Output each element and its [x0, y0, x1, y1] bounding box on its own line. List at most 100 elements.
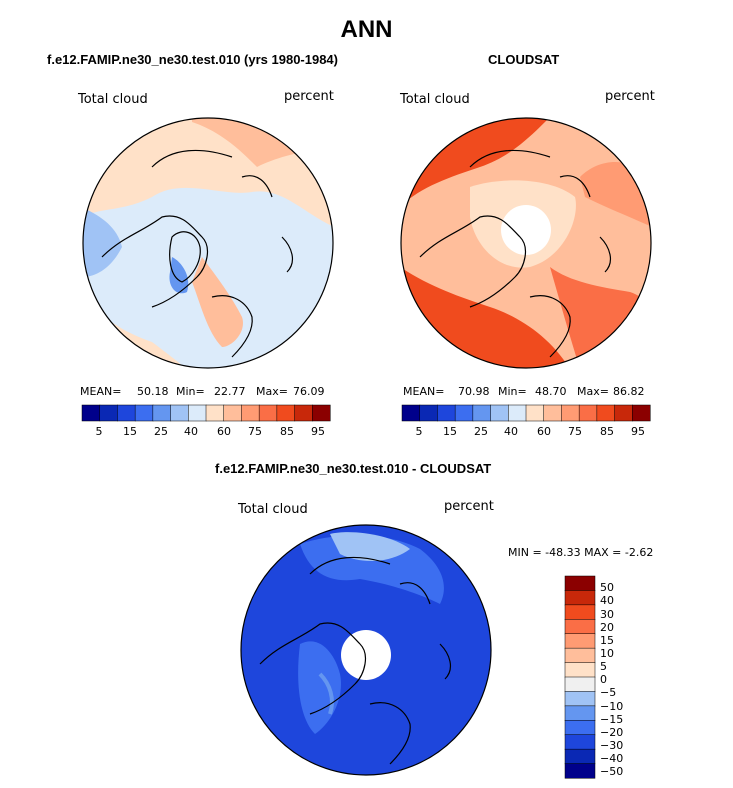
colorbar-swatch [564, 647, 596, 664]
panel-2-max-label: Max= [577, 385, 609, 398]
panel-1-tick: 25 [154, 425, 168, 438]
colorbar-swatch [564, 604, 596, 620]
panel-3-tick: −20 [600, 726, 624, 739]
panel-1-mean-label: MEAN= [80, 385, 122, 398]
colorbar-swatch [312, 404, 331, 422]
panel-1-tick: 85 [280, 425, 294, 438]
panel-1-tick: 60 [217, 425, 231, 438]
colorbar-swatch [508, 404, 527, 422]
colorbar-swatch [258, 404, 278, 422]
panel-3-tick: −10 [600, 700, 624, 713]
colorbar-swatch [454, 404, 474, 422]
colorbar-swatch [472, 404, 492, 422]
panel-3-tick: 20 [600, 621, 614, 634]
colorbar-swatch [564, 734, 596, 750]
panel-2-min-label: Min= [498, 385, 527, 398]
panel-2-tick: 95 [631, 425, 645, 438]
panel-2-title: CLOUDSAT [488, 52, 560, 67]
panel-3-tick: 30 [600, 608, 614, 621]
colorbar-swatch [564, 590, 596, 606]
colorbar-swatch [564, 676, 596, 692]
panel-1-field-atlantic [192, 257, 243, 347]
panel-3-tick: 40 [600, 594, 614, 607]
colorbar-swatch [564, 619, 596, 635]
colorbar-swatch [561, 404, 580, 422]
panel-2-tick: 5 [415, 425, 423, 438]
panel-3-tick: −15 [600, 713, 624, 726]
panel-1-map [82, 117, 334, 369]
panel-3-tick: −50 [600, 765, 624, 778]
panel-1-max-label: Max= [256, 385, 288, 398]
panel-3-colorbar-ticks: 50 40 30 20 15 10 5 0 −5 −10 −15 −20 −30… [600, 576, 640, 786]
colorbar-swatch [490, 404, 509, 422]
panel-2-colorbar-ticks: 5 15 25 40 60 75 85 95 [402, 425, 650, 439]
colorbar-swatch [596, 404, 616, 422]
panel-3-tick: 5 [600, 660, 607, 673]
figure-title: ANN [340, 16, 393, 43]
colorbar-swatch [614, 404, 633, 422]
panel-2-tick: 85 [600, 425, 614, 438]
panel-1-left-label: Total cloud [78, 92, 148, 107]
colorbar-swatch [564, 705, 596, 721]
panel-2-left-label: Total cloud [400, 92, 470, 107]
colorbar-swatch [401, 404, 421, 422]
panel-3-field-light [330, 532, 410, 561]
panel-2-tick: 75 [568, 425, 582, 438]
colorbar-swatch [99, 404, 118, 422]
colorbar-swatch [152, 404, 172, 422]
panel-1-colorbar-ticks: 5 15 25 40 60 75 85 95 [82, 425, 330, 439]
panel-2-min-value: 48.70 [535, 385, 567, 398]
panel-3-field-north [300, 535, 444, 604]
panel-3-tick: −30 [600, 739, 624, 752]
panel-2-tick: 15 [443, 425, 457, 438]
colorbar-swatch [81, 404, 101, 422]
panel-3-minmax: MIN = -48.33 MAX = -2.62 [508, 546, 654, 559]
panel-1-min-label: Min= [176, 385, 205, 398]
panel-1-field-cool [83, 207, 122, 277]
colorbar-swatch [564, 575, 596, 591]
panel-3-polar-gap [341, 630, 391, 680]
panel-3-tick: 0 [600, 673, 607, 686]
panel-3-tick: 50 [600, 581, 614, 594]
panel-1-mean-value: 50.18 [137, 385, 169, 398]
panel-3-tick: 15 [600, 634, 614, 647]
colorbar-swatch [205, 404, 225, 422]
colorbar-swatch [578, 404, 598, 422]
panel-3-colorbar [564, 575, 596, 779]
panel-3-tick: −5 [600, 686, 617, 699]
colorbar-swatch [564, 691, 596, 707]
panel-1-right-label: percent [284, 89, 334, 104]
panel-1-max-value: 76.09 [293, 385, 325, 398]
panel-2-mean-value: 70.98 [458, 385, 490, 398]
panel-1-field-greenland [169, 257, 189, 294]
panel-1-tick: 15 [123, 425, 137, 438]
colorbar-swatch [117, 404, 136, 422]
panel-1-tick: 40 [184, 425, 198, 438]
panel-2-max-value: 86.82 [613, 385, 645, 398]
panel-2-right-label: percent [605, 89, 655, 104]
colorbar-swatch [294, 404, 313, 422]
panel-2-polar-gap [501, 205, 551, 255]
panel-2-tick: 25 [474, 425, 488, 438]
panel-1-tick: 95 [311, 425, 325, 438]
colorbar-swatch [564, 720, 596, 736]
colorbar-swatch [525, 404, 545, 422]
colorbar-swatch [564, 748, 596, 765]
colorbar-swatch [632, 404, 651, 422]
panel-3-title: f.e12.FAMIP.ne30_ne30.test.010 - CLOUDSA… [215, 461, 492, 476]
colorbar-swatch [437, 404, 456, 422]
colorbar-swatch [134, 404, 154, 422]
panel-2-tick: 40 [504, 425, 518, 438]
colorbar-swatch [170, 404, 189, 422]
colorbar-swatch [276, 404, 296, 422]
panel-3-tick: −40 [600, 752, 624, 765]
colorbar-swatch [223, 404, 242, 422]
panel-2-mean-label: MEAN= [403, 385, 445, 398]
colorbar-swatch [188, 404, 207, 422]
panel-2-map [400, 117, 652, 369]
panel-1-colorbar [81, 404, 331, 422]
colorbar-swatch [564, 633, 596, 649]
panel-3-right-label: percent [444, 499, 494, 514]
panel-1-tick: 75 [248, 425, 262, 438]
colorbar-swatch [564, 662, 596, 678]
